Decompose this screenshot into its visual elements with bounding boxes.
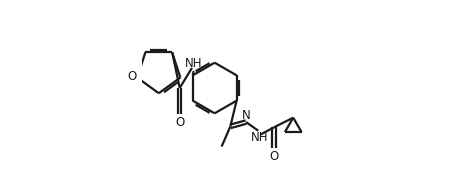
Text: NH: NH: [185, 57, 202, 70]
Text: O: O: [269, 150, 279, 163]
Text: N: N: [242, 109, 251, 122]
Text: O: O: [128, 70, 137, 83]
Text: NH: NH: [251, 131, 268, 144]
Text: O: O: [175, 116, 185, 128]
